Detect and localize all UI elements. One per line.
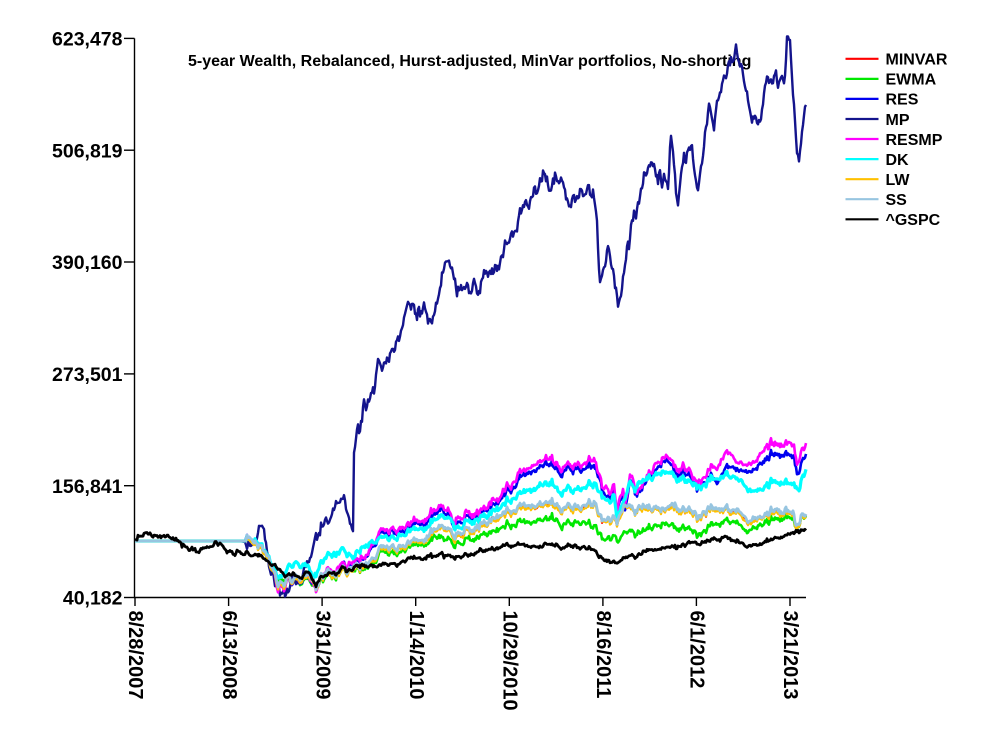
svg-text:DK: DK [886,152,910,169]
svg-text:^GSPC: ^GSPC [886,212,941,229]
svg-text:623,478: 623,478 [52,29,123,51]
svg-text:156,841: 156,841 [52,476,123,498]
svg-text:8/28/2007: 8/28/2007 [124,611,146,700]
svg-text:6/13/2008: 6/13/2008 [218,611,240,700]
svg-text:390,160: 390,160 [52,252,123,274]
svg-text:40,182: 40,182 [63,588,123,610]
svg-text:EWMA: EWMA [886,72,937,89]
svg-text:1/14/2010: 1/14/2010 [405,611,427,700]
svg-text:SS: SS [886,192,908,209]
svg-text:3/21/2013: 3/21/2013 [779,611,801,700]
svg-text:RES: RES [886,92,919,109]
svg-text:3/31/2009: 3/31/2009 [311,611,333,700]
svg-text:MP: MP [886,112,910,129]
svg-text:LW: LW [886,172,911,189]
svg-text:MINVAR: MINVAR [886,52,948,69]
svg-text:273,501: 273,501 [52,364,123,386]
svg-text:506,819: 506,819 [52,140,123,162]
svg-text:8/16/2011: 8/16/2011 [592,611,614,699]
svg-text:10/29/2010: 10/29/2010 [499,611,521,711]
svg-text:RESMP: RESMP [886,132,943,149]
svg-text:5-year Wealth, Rebalanced, Hur: 5-year Wealth, Rebalanced, Hurst-adjuste… [188,53,751,70]
svg-text:6/1/2012: 6/1/2012 [686,611,708,689]
